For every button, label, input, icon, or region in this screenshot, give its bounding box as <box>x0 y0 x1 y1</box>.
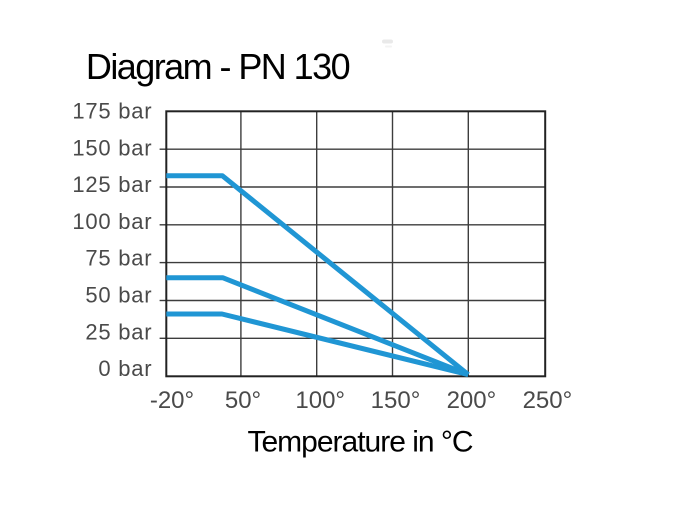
svg-text:175 bar: 175 bar <box>72 99 152 124</box>
svg-text:Temperature in °C: Temperature in °C <box>248 425 473 458</box>
svg-text:100°: 100° <box>295 387 345 414</box>
svg-text:Diagram - PN 130: Diagram - PN 130 <box>86 46 350 87</box>
svg-text:125 bar: 125 bar <box>72 172 152 197</box>
svg-text:25 bar: 25 bar <box>85 319 152 344</box>
svg-text:200°: 200° <box>447 387 497 414</box>
svg-text:150 bar: 150 bar <box>72 135 152 160</box>
svg-text:75 bar: 75 bar <box>85 246 152 271</box>
svg-text:0 bar: 0 bar <box>98 356 152 381</box>
svg-text:100 bar: 100 bar <box>72 209 152 234</box>
svg-text:50°: 50° <box>225 387 261 414</box>
svg-text:50 bar: 50 bar <box>85 283 152 308</box>
svg-text:150°: 150° <box>371 387 421 414</box>
svg-text:-20°: -20° <box>150 387 194 414</box>
svg-text:250°: 250° <box>523 387 573 414</box>
